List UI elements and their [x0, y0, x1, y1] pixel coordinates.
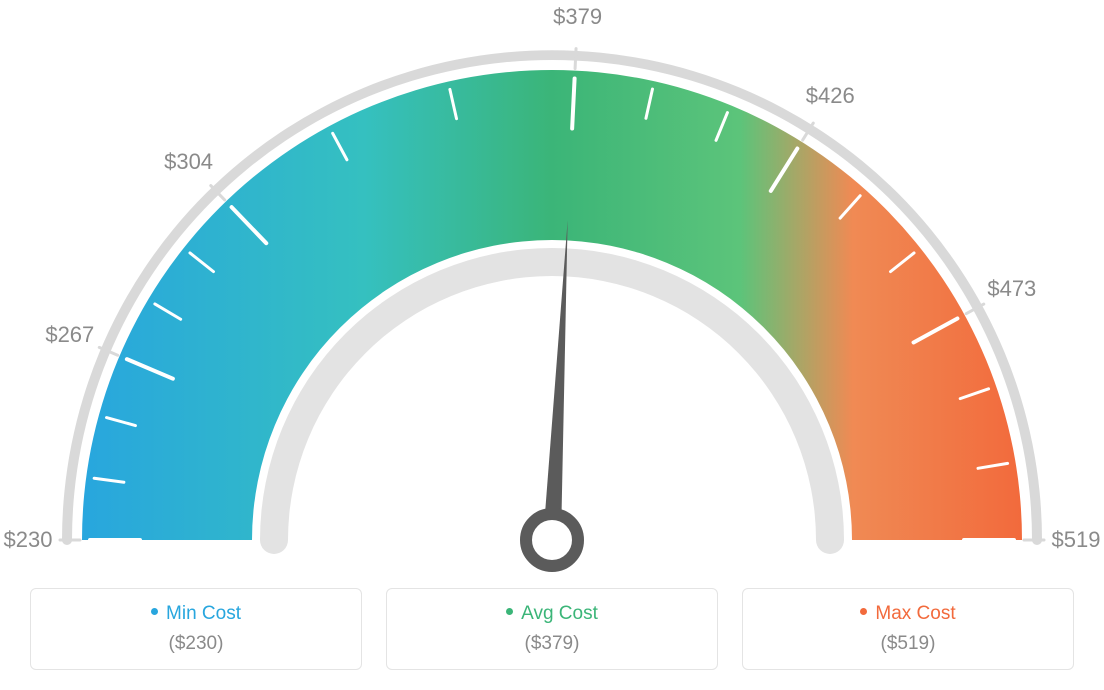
legend-min-label: Min Cost	[151, 603, 241, 625]
gauge-tick-label: $379	[553, 4, 602, 30]
gauge-tick-label: $519	[1052, 527, 1101, 553]
gauge-tick-label: $426	[806, 83, 855, 109]
gauge-tick-label: $304	[164, 149, 213, 175]
legend-row: Min Cost ($230) Avg Cost ($379) Max Cost…	[30, 588, 1074, 670]
gauge-chart-container: $230 $267 $304 $379 $426 $473 $519 Min Cost ($…	[0, 0, 1104, 690]
legend-card-min: Min Cost ($230)	[30, 588, 362, 670]
legend-avg-value: ($379)	[387, 633, 717, 655]
gauge-tick-label: $473	[987, 276, 1036, 302]
legend-max-value: ($519)	[743, 633, 1073, 655]
legend-min-value: ($230)	[31, 633, 361, 655]
legend-card-max: Max Cost ($519)	[742, 588, 1074, 670]
gauge-tick-label: $267	[45, 322, 94, 348]
gauge-svg	[0, 0, 1104, 580]
legend-max-label: Max Cost	[860, 603, 955, 625]
gauge-tick-label: $230	[4, 527, 53, 553]
gauge-area: $230 $267 $304 $379 $426 $473 $519	[0, 0, 1104, 580]
legend-avg-label: Avg Cost	[506, 603, 598, 625]
legend-card-avg: Avg Cost ($379)	[386, 588, 718, 670]
